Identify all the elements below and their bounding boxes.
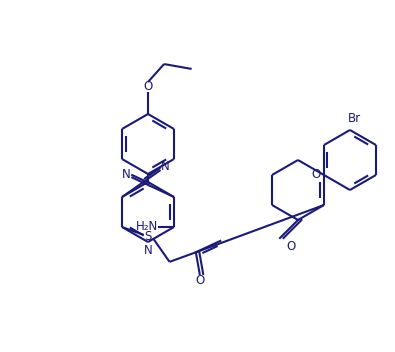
- Text: O: O: [195, 275, 204, 288]
- Text: H₂N: H₂N: [136, 220, 158, 233]
- Text: O: O: [143, 81, 152, 94]
- Text: O: O: [286, 239, 295, 252]
- Text: Br: Br: [347, 112, 361, 125]
- Text: N: N: [122, 168, 130, 181]
- Text: N: N: [144, 244, 152, 257]
- Text: N: N: [161, 160, 170, 173]
- Text: S: S: [145, 230, 152, 243]
- Text: O: O: [311, 169, 321, 182]
